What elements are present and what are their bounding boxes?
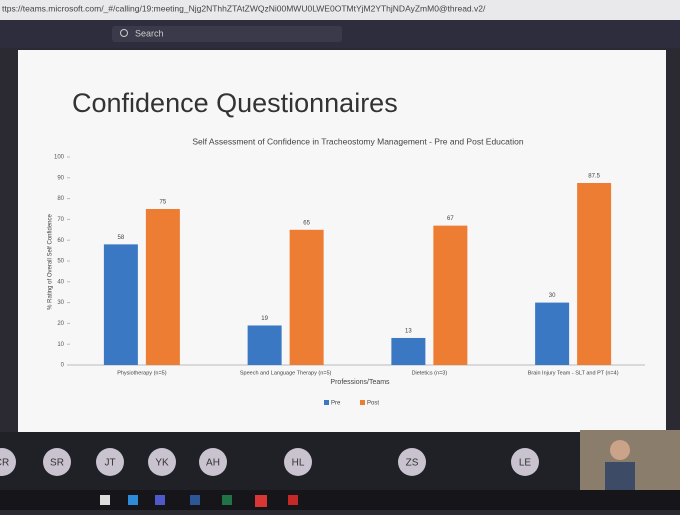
avatar-initials: SR — [50, 458, 64, 469]
y-tick-label: 70 — [57, 217, 64, 223]
taskbar-icon[interactable] — [288, 495, 298, 505]
x-tick-label: Brain Injury Team - SLT and PT (n=4) — [528, 370, 619, 376]
y-axis-title: % Rating of Overall Self Confidence — [48, 213, 54, 309]
chart-title: Self Assessment of Confidence in Tracheo… — [192, 136, 523, 146]
legend-swatch — [360, 400, 365, 405]
bar — [577, 183, 612, 365]
y-tick-label: 0 — [61, 363, 65, 369]
search-icon — [120, 29, 128, 37]
x-tick-label: Physiotherapy (n=5) — [117, 370, 167, 376]
chart: 0 10 20 30 40 50 60 70 80 90 100 Physiotherapy (n=5… — [54, 155, 645, 407]
avatar — [511, 448, 539, 476]
taskbar-icon[interactable] — [222, 495, 232, 505]
value-label: 19 — [261, 316, 268, 322]
person-body — [605, 462, 635, 490]
y-tick-label: 80 — [57, 196, 64, 202]
value-label: 58 — [118, 235, 125, 241]
y-tick-label: 50 — [57, 259, 64, 265]
bar — [103, 244, 138, 365]
y-tick-label: 100 — [54, 155, 65, 161]
bar — [433, 225, 468, 365]
bar — [391, 337, 426, 365]
person-head — [610, 440, 630, 460]
avatar-initials: LE — [519, 458, 532, 469]
x-tick-label: Dietetics (n=3) — [412, 370, 448, 376]
avatar — [398, 448, 426, 476]
legend-label: Pre — [331, 401, 341, 407]
avatar-initials: HL — [292, 458, 305, 469]
y-tick-label: 40 — [57, 279, 64, 285]
bar — [145, 209, 180, 365]
avatar-initials: ZS — [406, 458, 419, 469]
taskbar-icon[interactable] — [100, 495, 110, 505]
y-tick-label: 20 — [57, 321, 64, 327]
taskbar-icon[interactable] — [128, 495, 138, 505]
y-tick-label: 30 — [57, 300, 64, 306]
participants: CR SR JT YK AH HL ZS LE — [0, 448, 539, 476]
bar — [289, 229, 324, 365]
url[interactable]: ttps://teams.microsoft.com/_#/calling/19… — [2, 3, 486, 13]
x-axis-title: Professions/Teams — [330, 379, 390, 386]
search-label: Search — [135, 28, 164, 38]
slide-title: Confidence Questionnaires — [72, 88, 398, 118]
value-label: 65 — [303, 220, 310, 226]
address-bar — [0, 0, 680, 20]
y-tick-label: 10 — [57, 342, 64, 348]
avatar-initials: CR — [0, 458, 9, 469]
legend-label: Post — [367, 401, 379, 407]
avatar — [284, 448, 312, 476]
slide — [18, 50, 666, 432]
avatar — [148, 448, 176, 476]
avatar — [96, 448, 124, 476]
avatar — [43, 448, 71, 476]
taskbar-icon[interactable] — [255, 495, 267, 507]
bar — [247, 325, 282, 365]
y-tick-label: 90 — [57, 175, 64, 181]
value-label: 87.5 — [588, 174, 600, 180]
bar — [535, 302, 570, 365]
avatar — [199, 448, 227, 476]
value-label: 67 — [447, 216, 454, 222]
avatar-initials: AH — [206, 458, 220, 469]
legend-swatch — [324, 400, 329, 405]
taskbar-icon[interactable] — [190, 495, 200, 505]
taskbar-icon[interactable] — [155, 495, 165, 505]
value-label: 30 — [549, 293, 556, 299]
value-label: 75 — [160, 200, 167, 206]
avatar-initials: JT — [104, 458, 115, 469]
avatar-initials: YK — [155, 458, 169, 469]
search-box[interactable] — [112, 26, 342, 42]
y-tick-label: 60 — [57, 238, 64, 244]
avatar — [0, 448, 16, 476]
x-tick-label: Speech and Language Therapy (n=5) — [240, 370, 332, 376]
value-label: 13 — [405, 329, 412, 335]
taskbar — [0, 490, 680, 510]
